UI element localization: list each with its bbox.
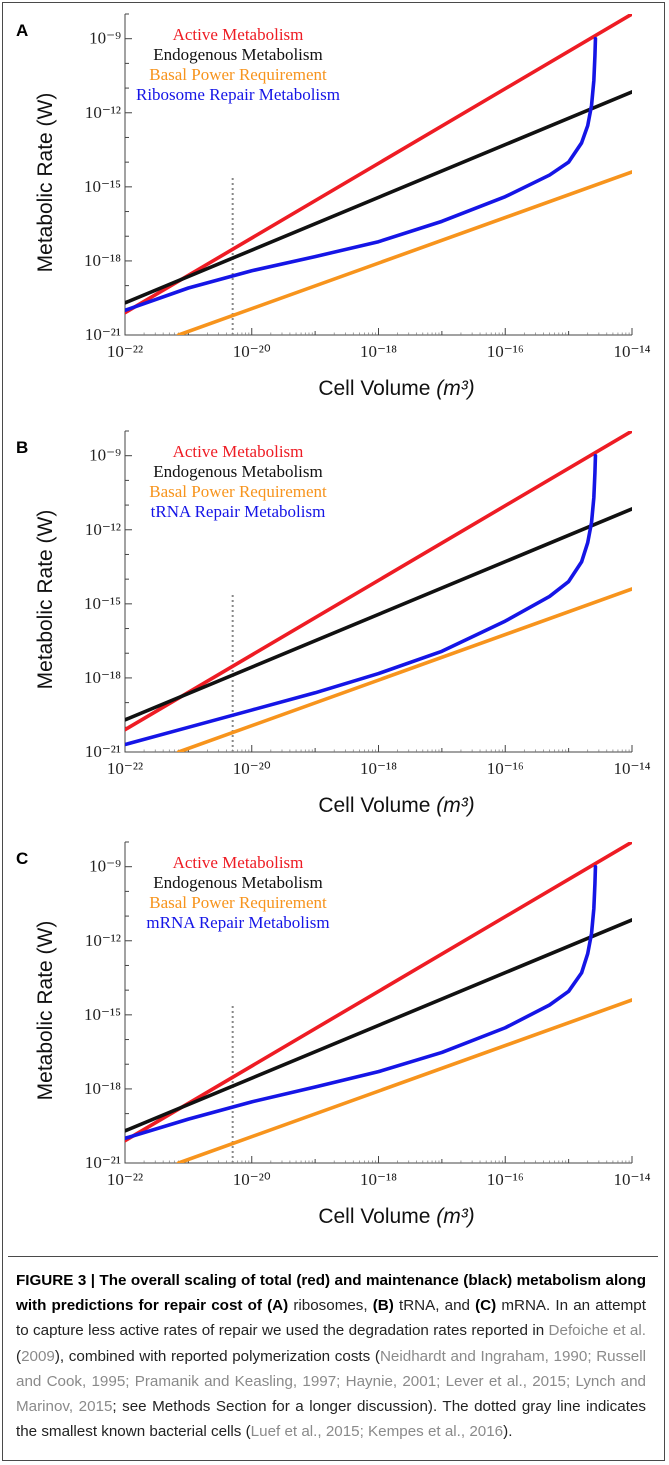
caption-text-4: ).: [503, 1423, 513, 1441]
x-tick-label: 10⁻²²: [107, 759, 143, 778]
x-tick-label: 10⁻¹⁸: [360, 759, 397, 778]
x-tick-label: 10⁻²⁰: [233, 759, 271, 778]
chart-panel-b: B 10⁻²² 10⁻²⁰ 10⁻¹⁸ 10⁻¹⁶ 10⁻¹⁴ 10⁻²¹ 10⁻¹⁸ 10⁻¹…: [8, 427, 660, 827]
x-tick-label: 10⁻²⁰: [233, 1170, 271, 1189]
caption-ref-defoiche-year[interactable]: 2009: [21, 1347, 55, 1365]
legend-endogenous: Endogenous Metabolism: [153, 462, 323, 481]
y-tick-label: 10⁻¹²: [85, 103, 121, 122]
y-tick-label: 10⁻¹⁸: [84, 668, 121, 687]
line-repair-metabolism: [125, 453, 598, 747]
x-tick-label: 10⁻¹⁴: [614, 1170, 651, 1189]
chart-svg: A 10⁻²² 10⁻²⁰ 10⁻¹⁸ 10⁻¹⁶ 10⁻¹⁴ 10⁻²¹ 10⁻¹⁸ 10⁻¹…: [16, 13, 651, 400]
panel-label: A: [16, 21, 28, 40]
caption-separator: [8, 1256, 658, 1257]
x-axis-title: Cell Volume (m³): [318, 377, 474, 400]
x-tick-label: 10⁻²⁰: [233, 342, 271, 361]
y-tick-label: 10⁻⁹: [89, 29, 121, 48]
panel-label: B: [16, 438, 28, 457]
legend-active: Active Metabolism: [173, 853, 304, 872]
x-tick-label: 10⁻¹⁶: [487, 342, 524, 361]
line-repair-metabolism: [125, 864, 598, 1141]
y-tick-label: 10⁻¹⁸: [84, 1079, 121, 1098]
legend-repair: Ribosome Repair Metabolism: [136, 85, 340, 104]
caption-bold-title: The overall scaling of total (red) and m…: [16, 1272, 646, 1315]
line-basal-power: [176, 998, 632, 1163]
y-axis-title: Metabolic Rate (W): [34, 921, 57, 1101]
y-tick-label: 10⁻²¹: [85, 325, 121, 344]
y-tick-label: 10⁻⁹: [89, 857, 121, 876]
caption-refs-polymerization[interactable]: Neidhardt and Ingraham, 1990; Russell an…: [16, 1347, 646, 1416]
line-active-metabolism: [125, 431, 632, 732]
caption-a-label: (A): [267, 1297, 289, 1315]
caption-c-text: mRNA. In an attempt to capture less acti…: [16, 1297, 646, 1340]
caption-b-text: tRNA, and: [398, 1297, 470, 1315]
caption-figure-label: FIGURE 3 |: [16, 1272, 95, 1289]
legend-repair: mRNA Repair Metabolism: [146, 913, 329, 932]
caption-b-label: (B): [372, 1297, 394, 1315]
x-axis-title: Cell Volume (m³): [318, 794, 474, 817]
line-endogenous-metabolism: [125, 90, 632, 305]
y-tick-label: 10⁻¹⁵: [84, 177, 121, 196]
y-axis-title: Metabolic Rate (W): [34, 93, 57, 273]
chart-svg: B 10⁻²² 10⁻²⁰ 10⁻¹⁸ 10⁻¹⁶ 10⁻¹⁴ 10⁻²¹ 10⁻¹⁸ 10⁻¹…: [16, 430, 651, 817]
chart-panel-a: A 10⁻²² 10⁻²⁰ 10⁻¹⁸ 10⁻¹⁶ 10⁻¹⁴ 10⁻²¹ 10⁻¹⁸ 10⁻¹…: [8, 10, 660, 410]
legend-endogenous: Endogenous Metabolism: [153, 45, 323, 64]
y-tick-label: 10⁻¹⁵: [84, 1005, 121, 1024]
x-axis-title: Cell Volume (m³): [318, 1205, 474, 1228]
legend-basal: Basal Power Requirement: [149, 893, 327, 912]
panel-label: C: [16, 849, 28, 868]
chart-svg: C 10⁻²² 10⁻²⁰ 10⁻¹⁸ 10⁻¹⁶ 10⁻¹⁴ 10⁻²¹ 10⁻¹⁸ 10⁻¹…: [16, 841, 651, 1228]
x-tick-label: 10⁻²²: [107, 1170, 143, 1189]
caption-c-label: (C): [475, 1297, 497, 1315]
x-tick-label: 10⁻¹⁶: [487, 1170, 524, 1189]
caption-text-3: ; see Methods Section for a longer discu…: [16, 1398, 646, 1441]
legend-active: Active Metabolism: [173, 25, 304, 44]
x-tick-label: 10⁻²²: [107, 342, 143, 361]
caption-refs-smallest-cells[interactable]: Luef et al., 2015; Kempes et al., 2016: [250, 1423, 504, 1441]
legend-basal: Basal Power Requirement: [149, 65, 327, 84]
x-tick-label: 10⁻¹⁴: [614, 759, 651, 778]
y-tick-label: 10⁻¹⁵: [84, 594, 121, 613]
y-tick-label: 10⁻¹⁸: [84, 251, 121, 270]
y-axis-title: Metabolic Rate (W): [34, 510, 57, 690]
legend-endogenous: Endogenous Metabolism: [153, 873, 323, 892]
line-endogenous-metabolism: [125, 507, 632, 722]
y-tick-label: 10⁻²¹: [85, 742, 121, 761]
y-tick-label: 10⁻⁹: [89, 446, 121, 465]
y-tick-label: 10⁻¹²: [85, 931, 121, 950]
figure-caption: FIGURE 3 | The overall scaling of total …: [16, 1272, 646, 1441]
x-tick-label: 10⁻¹⁴: [614, 342, 651, 361]
x-tick-label: 10⁻¹⁶: [487, 759, 524, 778]
caption-a-text: ribosomes,: [293, 1297, 368, 1315]
line-basal-power: [176, 587, 632, 752]
line-active-metabolism: [125, 14, 632, 315]
x-tick-label: 10⁻¹⁸: [360, 342, 397, 361]
line-basal-power: [176, 170, 632, 335]
chart-panel-c: C 10⁻²² 10⁻²⁰ 10⁻¹⁸ 10⁻¹⁶ 10⁻¹⁴ 10⁻²¹ 10⁻¹⁸ 10⁻¹…: [8, 838, 660, 1238]
legend-active: Active Metabolism: [173, 442, 304, 461]
legend-repair: tRNA Repair Metabolism: [151, 502, 326, 521]
y-tick-label: 10⁻²¹: [85, 1153, 121, 1172]
line-endogenous-metabolism: [125, 918, 632, 1133]
line-active-metabolism: [125, 842, 632, 1143]
y-tick-label: 10⁻¹²: [85, 520, 121, 539]
legend-basal: Basal Power Requirement: [149, 482, 327, 501]
caption-text-2: ), combined with reported polymerization…: [54, 1347, 380, 1365]
x-tick-label: 10⁻¹⁸: [360, 1170, 397, 1189]
caption-ref-defoiche[interactable]: Defoiche et al.: [548, 1322, 646, 1340]
line-repair-metabolism: [125, 36, 598, 313]
